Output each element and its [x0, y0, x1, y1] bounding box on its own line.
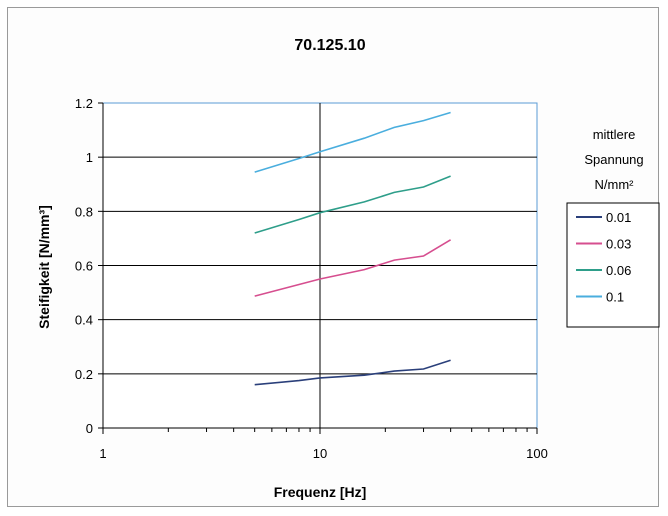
legend-label-0.1: 0.1: [606, 290, 624, 305]
y-axis-ticks: 0 0.2 0.4 0.6 0.8 1 1.2: [75, 96, 103, 436]
legend-title-line-1: mittlere: [593, 127, 636, 142]
x-axis-ticks: 1 10 100: [99, 428, 548, 461]
legend-label-0.01: 0.01: [606, 210, 631, 225]
chart-title: 70.125.10: [294, 37, 365, 54]
y-tick-label: 1.2: [75, 96, 93, 111]
x-tick-label: 10: [313, 446, 327, 461]
series-line-0.1: [254, 111, 451, 173]
series-line-0.01: [254, 359, 451, 386]
y-tick-label: 0.4: [75, 313, 93, 328]
legend-box: [566, 202, 660, 328]
series-line-0.06: [254, 175, 451, 234]
legend: 0.01 0.03 0.06 0.1: [576, 210, 631, 305]
legend-title-line-2: Spannung: [584, 152, 643, 167]
y-tick-label: 1: [86, 150, 93, 165]
grid-lines: [102, 103, 537, 429]
x-axis-title: Frequenz [Hz]: [274, 484, 367, 500]
legend-title-line-3: N/mm²: [595, 177, 635, 192]
x-tick-label: 1: [99, 446, 106, 461]
y-tick-label: 0.8: [75, 204, 93, 219]
legend-label-0.06: 0.06: [606, 263, 631, 278]
legend-title: mittlere Spannung N/mm²: [584, 127, 643, 192]
x-tick-label: 100: [526, 446, 548, 461]
y-axis-title: Steifigkeit [N/mm³]: [36, 205, 52, 329]
series-lines: [254, 111, 452, 386]
y-tick-label: 0.2: [75, 367, 93, 382]
y-tick-label: 0: [86, 421, 93, 436]
legend-label-0.03: 0.03: [606, 237, 631, 252]
series-line-0.03: [254, 239, 452, 297]
y-tick-label: 0.6: [75, 259, 93, 274]
